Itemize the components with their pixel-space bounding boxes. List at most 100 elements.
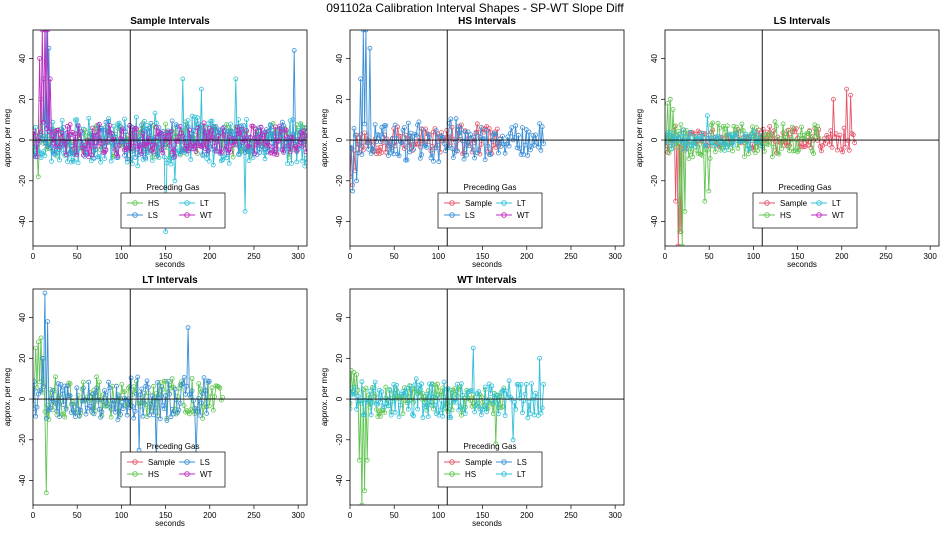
- legend: Preceding Gas Sample LS HS LT: [437, 442, 543, 488]
- data-point-WT: [224, 144, 230, 150]
- data-point-LS: [419, 152, 425, 158]
- data-point-WT: [233, 142, 239, 148]
- data-point-WT: [257, 134, 263, 140]
- data-point-LT: [298, 122, 304, 128]
- legend-marker: [816, 212, 822, 218]
- data-point-WT: [73, 131, 78, 137]
- data-point-LS: [185, 325, 191, 331]
- data-point-LS: [51, 151, 57, 156]
- data-point-WT: [259, 132, 265, 138]
- x-axis-label: seconds: [155, 519, 185, 528]
- data-point-LS: [77, 412, 82, 418]
- data-point-LT: [510, 437, 516, 443]
- data-point-LT: [385, 403, 391, 409]
- data-point-LT: [294, 159, 300, 165]
- data-point-WT: [185, 148, 191, 154]
- legend-box: [120, 451, 226, 488]
- data-point-LS: [106, 379, 111, 385]
- legend-label: LS: [148, 211, 158, 220]
- data-point-HS: [34, 385, 40, 390]
- data-point-LT: [503, 388, 509, 394]
- data-point-LT: [744, 146, 750, 152]
- data-point-LS: [110, 397, 115, 403]
- data-point-LT: [740, 138, 746, 144]
- data-point-LS: [493, 131, 499, 137]
- data-point-LS: [529, 143, 534, 149]
- data-point-LT: [287, 118, 293, 123]
- data-point-LS: [39, 355, 45, 361]
- data-point-LT: [135, 163, 141, 169]
- y-tick-label: 0: [18, 396, 27, 401]
- data-point-LS: [358, 76, 364, 82]
- data-point-HS: [735, 145, 741, 151]
- data-point-HS: [136, 401, 142, 406]
- data-point-WT: [181, 140, 187, 146]
- data-point-LS: [242, 149, 248, 155]
- data-point-WT: [42, 30, 48, 33]
- data-point-WT: [33, 133, 39, 139]
- y-tick-label: -40: [335, 474, 344, 486]
- data-point-LT: [705, 113, 710, 118]
- x-tick-label: 50: [705, 252, 714, 261]
- data-point-LS: [425, 131, 431, 137]
- data-point-LS: [525, 153, 531, 158]
- legend-label: HS: [148, 199, 159, 208]
- data-point-LT: [399, 392, 405, 397]
- data-point-HS: [163, 121, 169, 127]
- data-point-LS: [100, 127, 106, 133]
- data-point-WT: [59, 130, 65, 136]
- data-point-LS: [180, 381, 186, 387]
- data-point-WT: [242, 138, 248, 144]
- legend-title: Preceding Gas: [779, 183, 832, 192]
- data-point-HS: [698, 151, 704, 157]
- data-point-LT: [539, 405, 545, 411]
- data-point-WT: [88, 152, 94, 158]
- plot-frame: [32, 288, 308, 506]
- data-point-HS: [38, 335, 44, 341]
- data-point-WT: [87, 139, 93, 144]
- data-point-LS: [90, 391, 96, 397]
- data-point-HS: [476, 403, 482, 409]
- data-point-LS: [59, 388, 65, 393]
- data-point-LT: [457, 403, 463, 409]
- data-point-LS: [303, 125, 307, 131]
- data-point-LT: [400, 389, 406, 394]
- data-point-HS: [784, 128, 790, 134]
- data-point-LT: [525, 415, 531, 421]
- data-point-LS: [124, 412, 130, 418]
- data-point-LT: [527, 411, 533, 416]
- data-point-LS: [523, 127, 529, 133]
- y-tick-label: 40: [335, 313, 344, 322]
- data-point-WT: [116, 142, 122, 148]
- data-point-LS: [179, 382, 184, 388]
- data-point-LS: [161, 406, 167, 412]
- data-point-LS: [94, 385, 99, 391]
- data-point-WT: [277, 123, 283, 129]
- legend-entry-LS: LS: [127, 211, 158, 220]
- data-point-LS: [143, 154, 149, 160]
- legend-marker: [449, 459, 455, 465]
- data-point-WT: [209, 128, 215, 134]
- data-point-HS: [770, 154, 775, 160]
- data-point-LS: [143, 383, 149, 389]
- legend-label: WT: [200, 470, 213, 479]
- data-point-LS: [103, 392, 109, 398]
- data-point-LS: [98, 414, 103, 420]
- data-point-LS: [192, 405, 198, 411]
- data-point-HS: [53, 374, 58, 380]
- data-point-HS: [96, 379, 102, 385]
- data-point-LT: [449, 390, 455, 396]
- data-point-WT: [63, 152, 69, 158]
- legend-entry-Sample: Sample: [127, 458, 176, 467]
- data-point-Sample: [362, 130, 368, 136]
- data-point-HS: [754, 125, 759, 131]
- data-point-WT: [238, 127, 244, 132]
- data-point-LS: [366, 146, 372, 152]
- plot-frame: [664, 29, 940, 247]
- x-tick-label: 0: [663, 252, 668, 261]
- legend-box: [437, 192, 543, 229]
- data-point-LS: [189, 388, 195, 394]
- data-point-WT: [57, 144, 62, 150]
- data-point-LS: [520, 125, 525, 130]
- data-point-LS: [404, 157, 410, 163]
